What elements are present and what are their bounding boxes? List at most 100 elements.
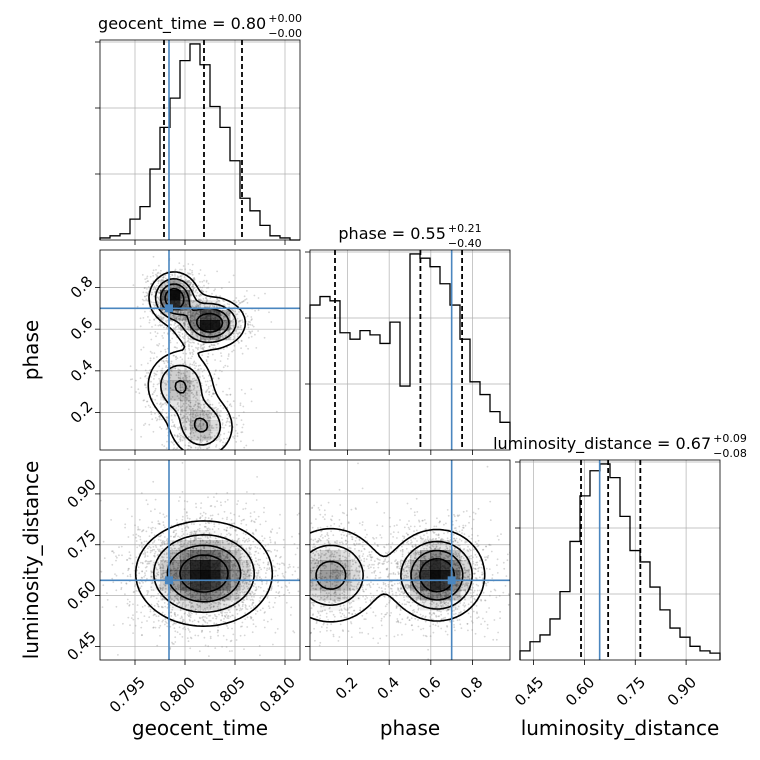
scatter-point <box>136 305 139 308</box>
panel-frame <box>309 249 511 451</box>
scatter-point <box>175 284 177 287</box>
scatter-point <box>162 276 164 279</box>
scatter-point <box>204 522 207 525</box>
scatter-point <box>172 354 175 357</box>
scatter-point <box>124 523 127 526</box>
scatter-point <box>166 360 168 362</box>
scatter-point <box>224 615 227 618</box>
scatter-point <box>226 417 229 420</box>
scatter-point <box>199 331 202 334</box>
scatter-point <box>181 439 184 442</box>
scatter-point <box>161 443 164 446</box>
scatter-point <box>198 650 201 653</box>
histogram-bar <box>200 65 210 240</box>
scatter-point <box>192 361 195 364</box>
scatter-point <box>143 424 145 426</box>
scatter-point <box>230 321 232 323</box>
scatter-point <box>221 370 223 373</box>
scatter-point <box>212 427 215 429</box>
scatter-point <box>186 525 188 527</box>
scatter-point <box>192 380 195 383</box>
scatter-point <box>156 402 159 405</box>
scatter-point <box>199 427 202 429</box>
scatter-point <box>150 301 153 303</box>
title-sub: −0.40 <box>448 237 482 250</box>
scatter-point <box>195 288 198 291</box>
scatter-point <box>193 277 196 280</box>
scatter-point <box>173 346 176 348</box>
scatter-point <box>203 620 206 623</box>
scatter-point <box>311 636 313 638</box>
scatter-point <box>188 343 190 346</box>
scatter-point <box>197 342 199 345</box>
histogram-bar <box>430 267 440 450</box>
scatter-point <box>138 518 141 521</box>
scatter-point <box>128 551 131 553</box>
scatter-point <box>221 645 224 648</box>
scatter-point <box>257 515 260 518</box>
scatter-point <box>219 369 221 372</box>
scatter-point <box>186 517 189 520</box>
scatter-point <box>192 289 195 292</box>
scatter-point <box>155 269 157 271</box>
scatter-point <box>150 282 153 285</box>
scatter-point <box>189 353 192 355</box>
scatter-point <box>179 312 182 314</box>
scatter-point <box>157 344 160 347</box>
scatter-point <box>142 399 145 402</box>
scatter-point <box>162 403 165 406</box>
scatter-point <box>197 405 200 408</box>
scatter-point <box>187 527 190 529</box>
scatter-point <box>199 394 202 397</box>
scatter-point <box>174 426 177 428</box>
scatter-point <box>217 513 220 516</box>
scatter-point <box>211 407 214 409</box>
scatter-point <box>173 423 176 426</box>
scatter-point <box>177 326 180 329</box>
scatter-point <box>232 338 235 341</box>
scatter-point <box>220 504 223 507</box>
scatter-point <box>199 413 202 416</box>
scatter-point <box>224 424 227 426</box>
y-tick-label: 0.6 <box>67 314 97 344</box>
scatter-point <box>118 546 120 549</box>
scatter-point <box>264 292 266 295</box>
scatter-point <box>177 368 180 371</box>
scatter-point <box>196 381 199 384</box>
scatter-point <box>257 330 259 332</box>
scatter-point <box>240 339 243 342</box>
scatter-point <box>151 326 153 328</box>
scatter-point <box>220 287 223 290</box>
scatter-point <box>235 639 238 641</box>
scatter-point <box>135 369 138 371</box>
scatter-point <box>197 437 200 439</box>
scatter-point <box>147 562 150 565</box>
scatter-point <box>140 364 143 366</box>
scatter-point <box>206 287 208 289</box>
scatter-point <box>200 347 203 350</box>
scatter-point <box>181 518 184 521</box>
scatter-point <box>276 628 279 630</box>
scatter-point <box>184 527 186 530</box>
scatter-point <box>155 615 158 617</box>
scatter-point <box>162 360 165 363</box>
scatter-point <box>223 304 226 307</box>
scatter-point <box>233 344 236 347</box>
scatter-point <box>176 311 179 314</box>
scatter-point <box>220 426 223 429</box>
scatter-point <box>176 435 179 438</box>
scatter-point <box>189 433 192 435</box>
scatter-point <box>237 303 240 306</box>
scatter-point <box>183 323 186 326</box>
scatter-point <box>215 444 218 446</box>
histogram-bar <box>420 258 430 450</box>
scatter-point <box>129 573 132 576</box>
scatter-point <box>207 356 210 358</box>
scatter-point <box>101 606 104 608</box>
scatter-point <box>224 500 227 503</box>
scatter-point <box>205 390 208 393</box>
scatter-point <box>185 304 188 307</box>
scatter-point <box>165 327 168 329</box>
scatter-point <box>279 556 281 559</box>
scatter-point <box>185 368 188 371</box>
